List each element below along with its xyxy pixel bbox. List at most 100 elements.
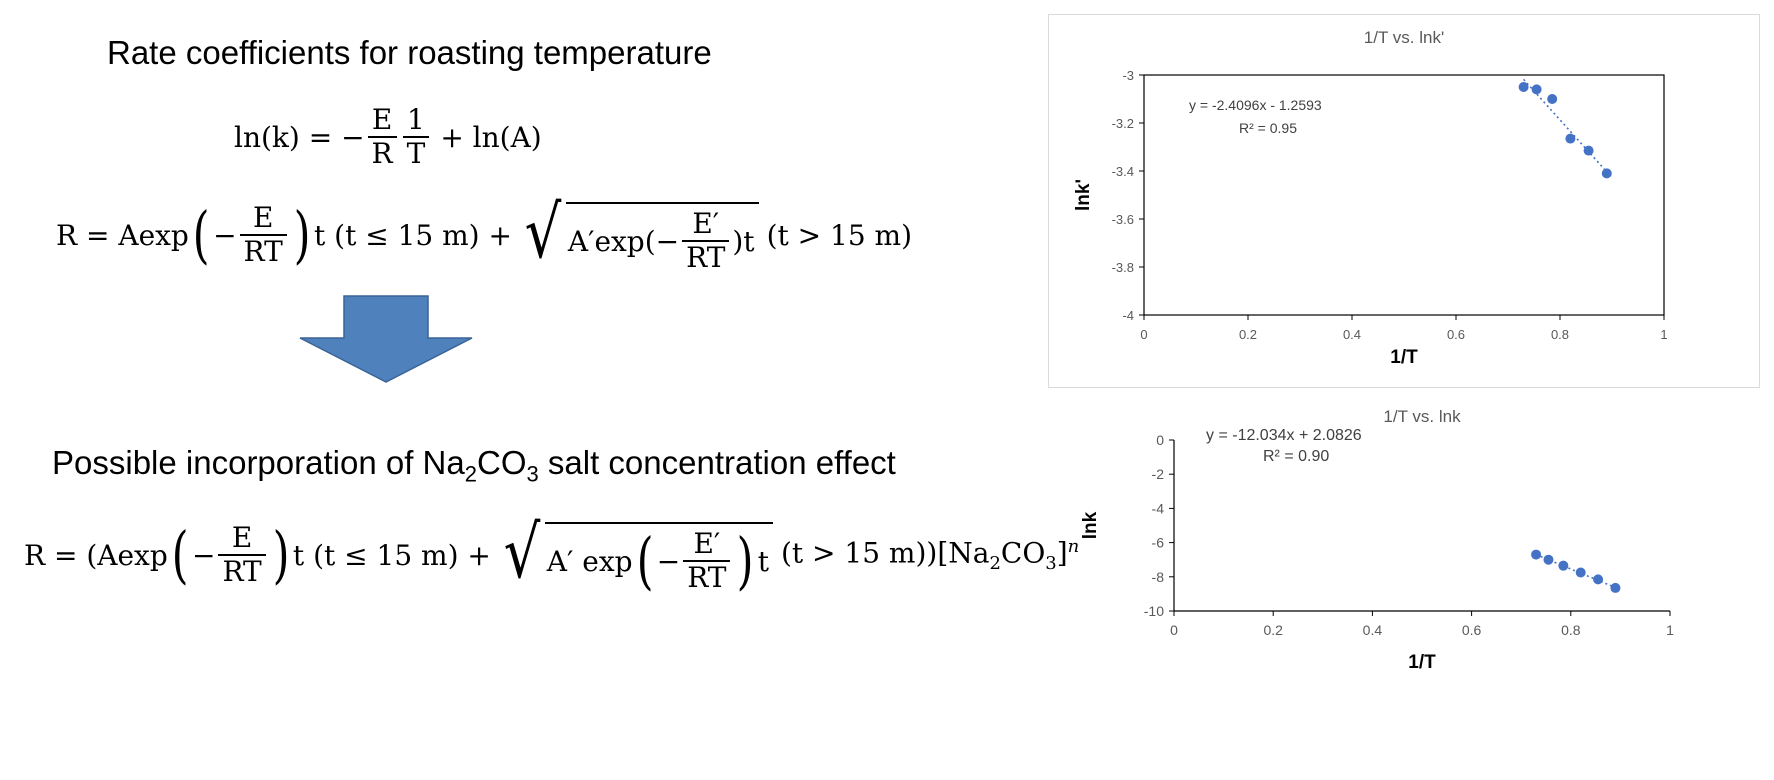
heading2-mid: CO [476, 444, 527, 481]
data-point [1565, 133, 1576, 144]
eq2-f-num: E [252, 200, 274, 234]
x-tick-label: 0.8 [1561, 622, 1581, 638]
eq3-neg2: − [656, 544, 681, 578]
chart-lnk-prime-box: 1/T vs. lnk' 0 0.2 0.4 0.6 0.8 1 -3 -3.2 -3.4 -3.6… [1048, 14, 1760, 388]
x-axis-label: 1/T [1408, 652, 1436, 673]
radical-sign: √ [503, 509, 541, 594]
heading-rate-coefficients: Rate coefficients for roasting temperatu… [107, 34, 712, 71]
down-arrow-shape [299, 295, 473, 383]
eq1-f1-num: E [371, 103, 393, 136]
eq3-sub1: 2 [989, 552, 1001, 574]
eq3-neg: − [191, 538, 216, 572]
y-tick-label: -4 [1152, 500, 1165, 516]
x-tick-label: 1 [1660, 327, 1667, 342]
eq1-f1-den: R [367, 136, 397, 170]
trendline-r2: R² = 0.95 [1239, 120, 1297, 136]
eq3-rf-num: E′ [693, 526, 721, 560]
chart-title: 1/T vs. lnk' [1364, 28, 1444, 47]
data-point [1531, 549, 1542, 560]
eq2-lhs: R = Aexp [56, 218, 189, 252]
eq3-inner-close-paren: ) [737, 524, 755, 597]
y-tick-label: -3.4 [1112, 164, 1134, 179]
x-tick-label: 0.8 [1551, 327, 1569, 342]
eq3-rf-den: RT [683, 560, 731, 594]
y-tick-label: -3.6 [1112, 212, 1134, 227]
x-tick-label: 0.4 [1343, 327, 1361, 342]
eq1-fraction-e-over-r: E R [367, 103, 397, 170]
eq3-lhs: R = (Aexp [24, 538, 168, 572]
eq2-neg: − [213, 218, 237, 252]
eq3-close-paren: ) [272, 518, 290, 591]
y-tick-label: -3.8 [1112, 260, 1134, 275]
eq2-rf-den: RT [682, 240, 730, 274]
y-tick-label: -3 [1122, 68, 1134, 83]
x-tick-label: 1 [1666, 622, 1674, 638]
down-arrow-icon [299, 295, 473, 383]
chart-lnk-prime: 1/T vs. lnk' 0 0.2 0.4 0.6 0.8 1 -3 -3.2 -3.4 -3.6… [1073, 28, 1668, 368]
eq3-cond1: t (t ≤ 15 m) + [292, 538, 491, 572]
eq1-lhs: ln(k) = − [234, 120, 365, 154]
eq2-fraction: E RT [239, 200, 287, 268]
data-point [1601, 168, 1612, 179]
y-axis-label: lnk [1080, 511, 1101, 539]
eq3-fraction: E RT [218, 520, 266, 588]
heading-possible-incorporation: Possible incorporation of Na2CO3 salt co… [52, 444, 896, 488]
eq3-close: ] [1056, 536, 1068, 570]
y-tick-label: -2 [1152, 466, 1165, 482]
eq2-cond2: (t > 15 m) [766, 218, 913, 252]
y-axis-label: lnk' [1073, 179, 1094, 211]
eq3-radical-fraction: E′ RT [683, 526, 731, 594]
x-tick-label: 0 [1140, 327, 1147, 342]
x-tick-label: 0.4 [1363, 622, 1383, 638]
eq1-f2-den: T [402, 136, 430, 170]
eq3-f-den: RT [218, 554, 266, 588]
eq3-rad-post: t [757, 544, 769, 578]
eq3-exp: n [1067, 536, 1080, 558]
eq3-co: CO [1000, 536, 1046, 570]
eq3-f-num: E [231, 520, 253, 554]
data-point [1583, 145, 1594, 156]
eq3-inner-open-paren: ( [636, 524, 654, 597]
eq2-rad-pre: A′exp(− [567, 224, 680, 258]
trendline-r2: R² = 0.90 [1263, 448, 1329, 465]
eq2-f-den: RT [239, 234, 287, 268]
trendline-equation: y = -2.4096x - 1.2593 [1189, 97, 1322, 113]
radical-sign: √ [524, 189, 562, 274]
data-point [1531, 84, 1542, 95]
eq3-rad-pre: A′ exp [546, 544, 633, 578]
chart-lnk-box: 1/T vs. lnk 0 0.2 0.4 0.6 0.8 1 0 -2 -4 -6 -8 -10 1/T… [1048, 398, 1758, 770]
data-point [1543, 554, 1554, 565]
equation-rate-model: R = Aexp ( − E RT ) t (t ≤ 15 m) + √ A′e… [56, 190, 912, 280]
eq3-cond2-group: (t > 15 m))[Na2CO3]n [781, 536, 1079, 574]
eq2-rad-post: )t [732, 224, 755, 258]
eq2-open-paren: ( [192, 198, 210, 271]
eq3-square-root: √ A′ exp ( − E′ RT ) t [499, 516, 773, 594]
heading2-pre: Possible incorporation of Na [52, 444, 465, 481]
y-tick-label: -4 [1122, 308, 1134, 323]
y-tick-label: 0 [1156, 432, 1164, 448]
data-point [1575, 567, 1586, 578]
eq1-fraction-one-over-t: 1 T [402, 103, 430, 170]
eq2-cond1: t (t ≤ 15 m) + [314, 218, 512, 252]
x-tick-label: 0.2 [1239, 327, 1257, 342]
data-point [1518, 82, 1529, 92]
eq2-radical-fraction: E′ RT [682, 207, 730, 274]
y-tick-label: -3.2 [1112, 116, 1134, 131]
trendline [1523, 78, 1608, 173]
x-tick-label: 0 [1170, 622, 1178, 638]
eq3-open-paren: ( [171, 518, 189, 591]
eq2-square-root: √ A′exp(− E′ RT )t [520, 196, 759, 274]
equation-arrhenius-log: ln(k) = − E R 1 T + ln(A) [234, 103, 542, 170]
data-point [1547, 94, 1558, 104]
heading2-sub2: 3 [526, 461, 539, 487]
chart-lnk: 1/T vs. lnk 0 0.2 0.4 0.6 0.8 1 0 -2 -4 -6 -8 -10 1/T… [1080, 407, 1674, 673]
y-tick-label: -8 [1152, 569, 1165, 585]
y-tick-label: -10 [1144, 603, 1164, 619]
chart-title: 1/T vs. lnk [1383, 407, 1461, 426]
x-tick-label: 0.2 [1263, 622, 1283, 638]
plot-area-border [1143, 74, 1665, 316]
trendline-equation: y = -12.034x + 2.0826 [1206, 427, 1362, 444]
x-axis-label: 1/T [1390, 347, 1418, 368]
data-point [1558, 560, 1569, 571]
x-tick-label: 0.6 [1447, 327, 1465, 342]
